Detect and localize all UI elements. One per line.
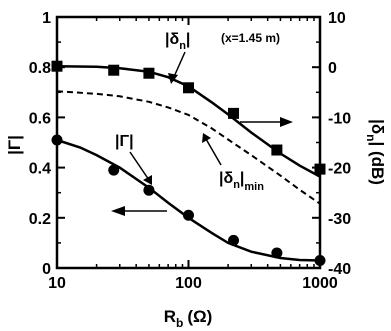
plot-area (55, 15, 322, 270)
pointer-delta-min (205, 138, 222, 166)
annotation-delta-min: |δn|min (219, 170, 264, 193)
x-tick-label: 10 (48, 275, 66, 292)
delta-data-point (314, 163, 326, 175)
x-tick-label: 100 (175, 275, 202, 292)
left-axis-ticks: 0 0.2 0.4 0.6 0.8 1 (29, 10, 65, 278)
right-tick-label: 0 (328, 60, 337, 77)
x-axis-title: Rb (Ω) (164, 307, 213, 330)
plot-frame (55, 15, 322, 270)
delta-data-point (228, 107, 240, 119)
right-axis-title: |δn| (dB) (364, 119, 387, 185)
pointer-gamma (129, 151, 150, 181)
annotation-delta-n: |δn| (165, 31, 190, 52)
delta-data-point (51, 60, 63, 72)
gamma-data-point (143, 184, 155, 196)
series-layer (51, 60, 326, 266)
gamma-data-point (51, 134, 63, 146)
right-tick-label: -40 (328, 261, 351, 278)
left-axis-title: |Γ| (5, 135, 24, 155)
arrow-right-axis-head (280, 117, 293, 127)
x-axis-ticks: 10 100 1000 (48, 17, 338, 292)
x-tick-label: 1000 (302, 275, 338, 292)
arrow-left-axis-head (111, 206, 125, 216)
left-tick-label: 0.8 (29, 60, 51, 77)
annotation-delta-n-position: (x=1.45 m) (221, 31, 280, 45)
pointer-delta-n-head (168, 73, 178, 84)
delta-data-point (143, 67, 155, 79)
gamma-data-point (108, 164, 120, 176)
right-axis-ticks: -40 -30 -20 -10 0 10 (312, 10, 351, 278)
left-tick-label: 0.4 (29, 161, 51, 178)
left-tick-label: 0.2 (29, 211, 51, 228)
pointer-delta-min-head (202, 133, 211, 143)
gamma-solid-line (56, 138, 321, 262)
right-tick-label: -20 (328, 161, 351, 178)
annotation-gamma: |Γ| (115, 133, 134, 150)
right-tick-label: -30 (328, 211, 351, 228)
left-tick-label: 1 (42, 10, 51, 27)
delta-data-point (108, 64, 120, 76)
left-tick-label: 0 (42, 261, 51, 278)
delta-solid-line (56, 64, 321, 178)
right-tick-label: -10 (328, 110, 351, 127)
left-tick-label: 0.6 (29, 110, 51, 127)
gamma-data-point (183, 209, 194, 221)
pointer-gamma-head (143, 175, 152, 185)
right-tick-label: 10 (328, 10, 346, 27)
